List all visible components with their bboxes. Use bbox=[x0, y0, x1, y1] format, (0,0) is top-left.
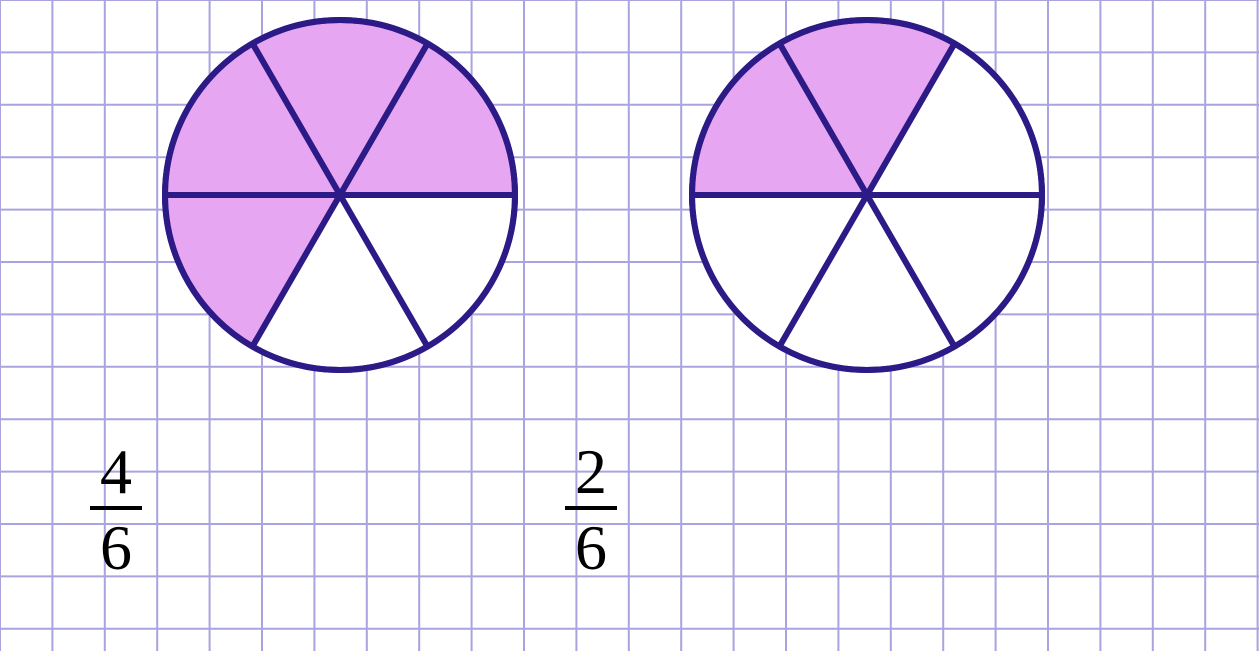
diagram-canvas bbox=[0, 0, 1259, 651]
fraction-numerator: 2 bbox=[565, 440, 617, 506]
pie-right bbox=[692, 20, 1042, 370]
fraction-denominator: 6 bbox=[565, 506, 617, 580]
fraction-label-right: 2 6 bbox=[565, 440, 617, 580]
fraction-denominator: 6 bbox=[90, 506, 142, 580]
fraction-label-left: 4 6 bbox=[90, 440, 142, 580]
fraction-numerator: 4 bbox=[90, 440, 142, 506]
pie-left bbox=[165, 20, 515, 370]
